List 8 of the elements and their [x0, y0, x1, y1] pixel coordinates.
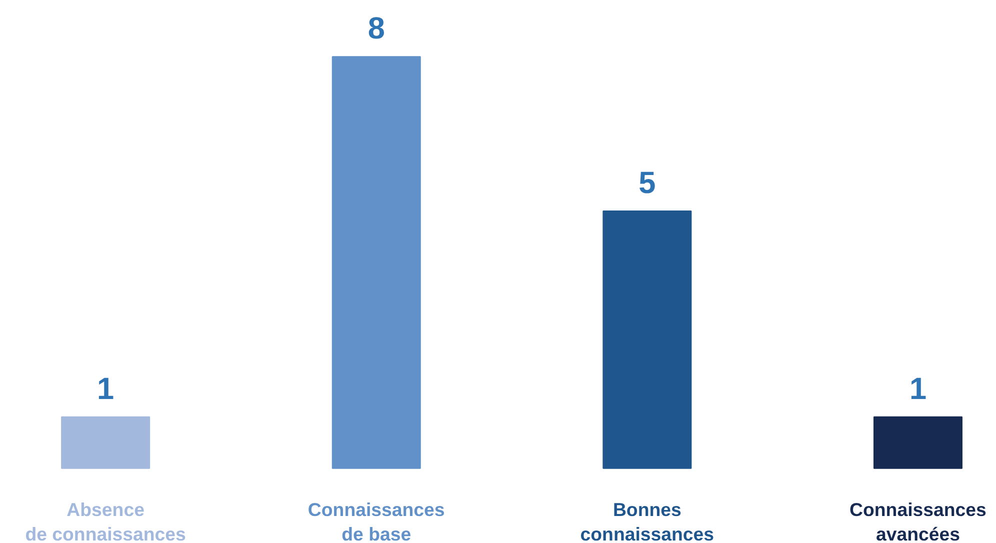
x-tick-label: Absence de connaissances	[25, 499, 186, 543]
data-label: 1	[97, 372, 114, 406]
data-label: 1	[909, 372, 927, 406]
x-tick-label: Connaissances avancées	[850, 499, 986, 543]
x-tick-label: Bonnes connaissances	[580, 499, 714, 543]
data-label: 8	[368, 12, 385, 46]
data-label: 5	[638, 166, 656, 200]
x-tick-label: Connaissances de base	[308, 499, 445, 543]
